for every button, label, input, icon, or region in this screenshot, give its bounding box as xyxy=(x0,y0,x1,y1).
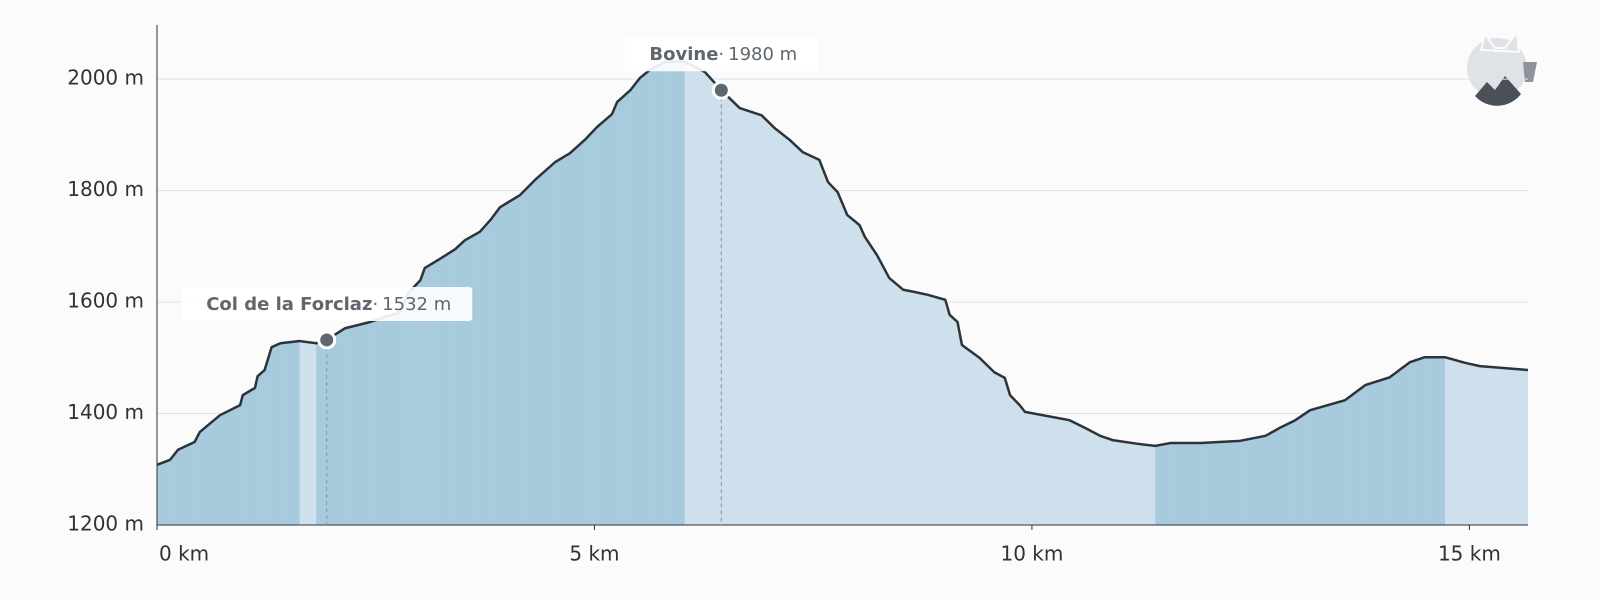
y-tick-label: 2000 m xyxy=(67,66,144,90)
annotation-box xyxy=(624,37,819,72)
uphill-segment xyxy=(420,268,425,525)
uphill-segment xyxy=(1424,357,1445,525)
uphill-segment xyxy=(499,195,521,525)
annotation-dot xyxy=(711,80,731,100)
annotation-label: Bovine· 1980 m xyxy=(649,44,797,65)
uphill-segment xyxy=(369,312,401,525)
annotation-value: 1532 m xyxy=(382,294,451,315)
uphill-segment xyxy=(639,70,650,525)
logo-tail xyxy=(1523,62,1537,82)
logo-mountain xyxy=(1475,76,1521,106)
x-tick-label: 15 km xyxy=(1438,542,1501,566)
uphill-segment xyxy=(534,162,556,525)
uphill-segment xyxy=(455,240,465,525)
annotation-separator: · xyxy=(372,294,378,315)
uphill-segment xyxy=(520,179,535,525)
annotation-name: Col de la Forclaz xyxy=(206,294,372,315)
annotation-dot xyxy=(317,330,337,350)
uphill-segment xyxy=(1155,443,1171,525)
uphill-segment xyxy=(240,395,243,525)
annotation-box xyxy=(181,286,473,321)
uphill-segment xyxy=(177,441,195,525)
uphill-segment xyxy=(1295,410,1311,525)
uphill-segment xyxy=(597,114,612,526)
annotation-value: 1980 m xyxy=(728,44,797,65)
uphill-segment xyxy=(408,280,421,525)
y-tick-label: 1600 m xyxy=(67,289,144,313)
uphill-segment xyxy=(1409,357,1425,525)
annotation-name: Bovine xyxy=(649,44,718,65)
uphill-segment xyxy=(345,322,370,525)
y-tick-label: 1200 m xyxy=(67,512,144,536)
uphill-segment xyxy=(617,90,631,525)
uphill-segment xyxy=(242,387,255,525)
uphill-segment xyxy=(1279,420,1296,525)
uphill-segment xyxy=(326,328,346,525)
uphill-segment xyxy=(1200,440,1241,525)
uphill-segment xyxy=(1170,443,1201,525)
uphill-segment xyxy=(479,220,491,525)
uphill-segment xyxy=(611,101,618,525)
uphill-segment xyxy=(569,139,585,525)
y-tick-label: 1400 m xyxy=(67,400,144,424)
x-tick-label: 0 km xyxy=(159,542,209,566)
x-tick-label: 5 km xyxy=(569,542,619,566)
logo-circle xyxy=(1467,38,1527,98)
uphill-segment xyxy=(665,61,685,525)
logo-ears xyxy=(1479,29,1521,54)
uphill-segment xyxy=(1389,362,1410,525)
uphill-segment xyxy=(257,370,265,525)
annotation-label: Col de la Forclaz· 1532 m xyxy=(206,294,451,315)
uphill-segment xyxy=(424,259,440,525)
uphill-segment xyxy=(584,127,598,526)
uphill-segment xyxy=(649,61,666,525)
uphill-segment xyxy=(490,207,500,526)
uphill-segment xyxy=(1265,428,1280,525)
y-tick-label: 1800 m xyxy=(67,177,144,201)
uphill-segment xyxy=(1345,385,1366,525)
uphill-segment xyxy=(1310,400,1346,525)
uphill-segment xyxy=(170,449,178,525)
annotation-separator: · xyxy=(718,44,724,65)
uphill-segment xyxy=(194,431,200,525)
uphill-segment xyxy=(199,415,220,525)
uphill-segment xyxy=(555,153,570,525)
uphill-segment xyxy=(219,405,241,525)
uphill-segment xyxy=(1240,435,1266,525)
x-tick-label: 10 km xyxy=(1000,542,1063,566)
uphill-segment xyxy=(316,339,327,525)
logo xyxy=(1467,29,1537,106)
uphill-segment xyxy=(157,459,171,525)
uphill-segment xyxy=(264,347,272,525)
uphill-segment xyxy=(271,343,281,525)
uphill-segment xyxy=(254,376,258,525)
uphill-segment xyxy=(464,231,480,525)
uphill-segment xyxy=(630,77,640,526)
uphill-segment xyxy=(280,341,300,525)
uphill-segment xyxy=(400,293,409,525)
uphill-segment xyxy=(1365,377,1390,525)
